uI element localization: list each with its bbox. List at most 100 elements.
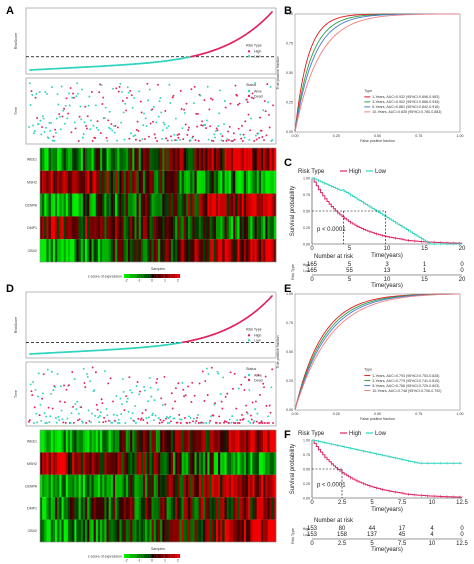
heat-cell xyxy=(207,430,210,453)
heat-cell xyxy=(93,497,97,520)
heat-cell xyxy=(95,497,99,520)
y-tick-label: 0.50 xyxy=(303,468,310,472)
time-point xyxy=(169,101,172,104)
risk-table-x-label: Time(years) xyxy=(371,283,403,289)
time-point xyxy=(236,94,239,97)
time-point xyxy=(226,392,229,395)
time-point xyxy=(170,139,173,142)
time-point xyxy=(143,112,146,115)
time-point xyxy=(28,420,30,423)
heat-cell xyxy=(220,148,223,171)
y-tick-label: 0.50 xyxy=(303,210,310,214)
heat-cell xyxy=(190,497,193,520)
time-point xyxy=(93,389,96,392)
risk-table-row-name: Low xyxy=(303,269,310,273)
time-point xyxy=(115,395,118,397)
heat-cell xyxy=(63,148,67,171)
heat-cell xyxy=(235,519,238,542)
heat-cell xyxy=(110,452,114,475)
panel-label-a: A xyxy=(6,5,14,17)
colorbar-cell xyxy=(138,554,140,558)
time-point xyxy=(254,400,257,403)
heat-cell xyxy=(40,452,43,475)
heat-cell xyxy=(59,519,62,542)
heat-cell xyxy=(100,497,103,520)
heat-cell xyxy=(72,430,75,453)
colorbar-cell xyxy=(125,554,127,558)
heat-cell xyxy=(80,193,84,217)
time-point xyxy=(156,377,159,380)
heat-cell xyxy=(65,474,69,498)
heat-cell xyxy=(211,193,215,217)
heat-cell xyxy=(269,497,273,520)
heat-cell xyxy=(95,148,99,171)
heat-cell xyxy=(93,452,97,475)
heat-cell xyxy=(213,452,217,475)
time-point xyxy=(90,119,92,122)
heat-cell xyxy=(44,193,47,217)
heat-cell xyxy=(127,430,131,453)
heat-cell xyxy=(147,430,150,453)
time-point xyxy=(121,403,123,406)
heat-cell xyxy=(67,216,71,240)
time-point xyxy=(272,104,274,107)
heat-cell xyxy=(190,216,193,240)
heat-cell xyxy=(74,497,77,520)
risk-table-x-label: Time(years) xyxy=(371,547,403,553)
time-point xyxy=(98,91,101,94)
heat-cell xyxy=(158,148,161,171)
time-point xyxy=(257,374,260,377)
time-point xyxy=(176,134,179,136)
heat-cell xyxy=(48,216,52,240)
heat-cell xyxy=(142,193,146,217)
time-point xyxy=(223,123,225,126)
survival-curve-low xyxy=(312,439,462,464)
heat-cell xyxy=(224,430,227,453)
heat-cell xyxy=(245,216,249,240)
heat-cell xyxy=(50,148,54,171)
heat-cell xyxy=(87,452,90,475)
time-point xyxy=(77,419,79,422)
heat-cell xyxy=(106,148,109,171)
colorbar-cell xyxy=(149,274,151,278)
heat-cell xyxy=(194,216,197,240)
heat-cell xyxy=(95,452,99,475)
time-point xyxy=(44,91,47,94)
heat-cell xyxy=(267,497,270,520)
risk-table-cell: 5 xyxy=(348,262,352,268)
time-point xyxy=(205,127,208,130)
time-point xyxy=(105,408,108,410)
time-point xyxy=(57,415,60,418)
time-point xyxy=(207,138,210,141)
time-point xyxy=(160,111,163,114)
heat-cell xyxy=(48,148,52,171)
time-point xyxy=(119,397,122,400)
time-point xyxy=(249,129,252,132)
time-point xyxy=(212,414,215,417)
heat-cell xyxy=(215,474,219,498)
heat-cell xyxy=(260,216,264,240)
heat-cell xyxy=(181,170,185,194)
heat-cell xyxy=(145,474,148,498)
heat-cell xyxy=(151,497,155,520)
heat-cell xyxy=(78,519,82,542)
time-point xyxy=(99,415,101,417)
heat-cell xyxy=(42,452,45,475)
risk-table-cell: 0 xyxy=(460,268,464,274)
time-point xyxy=(82,133,85,136)
heat-cell xyxy=(46,519,49,542)
time-point xyxy=(159,96,162,99)
time-point xyxy=(227,130,230,133)
heat-cell xyxy=(119,452,122,475)
colorbar-cell xyxy=(129,554,132,558)
time-point xyxy=(232,387,234,390)
time-point xyxy=(149,122,152,125)
heat-cell xyxy=(76,148,79,171)
heat-cell xyxy=(138,474,142,498)
time-point xyxy=(263,386,265,389)
risk-table-title: Number at risk xyxy=(314,254,354,260)
heat-cell xyxy=(188,497,191,520)
time-point xyxy=(111,129,114,132)
heat-cell xyxy=(198,170,202,194)
heat-cell xyxy=(256,239,260,262)
